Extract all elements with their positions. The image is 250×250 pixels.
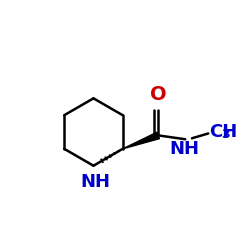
Text: NH: NH bbox=[80, 174, 110, 192]
Polygon shape bbox=[123, 132, 160, 149]
Text: O: O bbox=[150, 85, 166, 104]
Text: 3: 3 bbox=[221, 128, 230, 141]
Text: CH: CH bbox=[209, 122, 238, 140]
Text: NH: NH bbox=[169, 140, 199, 158]
